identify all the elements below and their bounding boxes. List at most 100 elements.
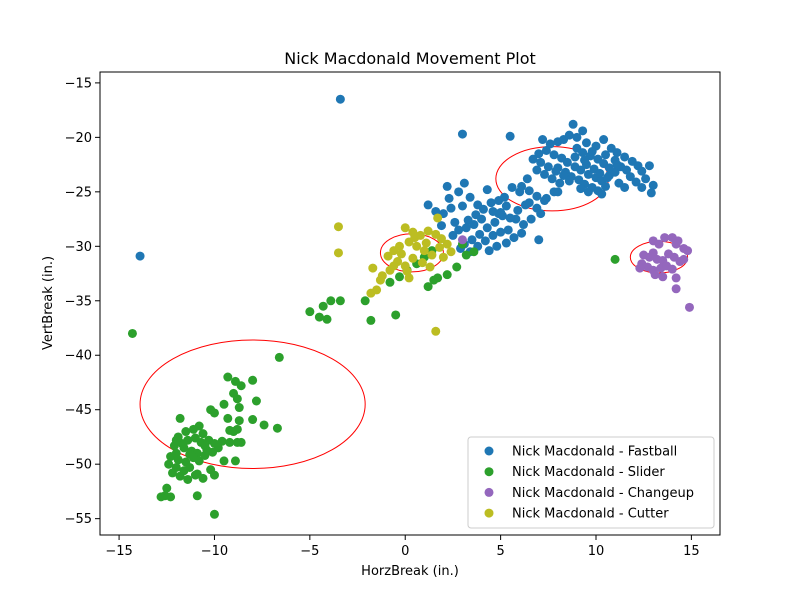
data-point xyxy=(395,272,405,282)
data-point xyxy=(209,509,219,519)
legend-marker xyxy=(484,446,494,456)
data-point xyxy=(469,247,479,257)
data-point xyxy=(499,192,509,202)
data-point xyxy=(660,233,670,243)
data-point xyxy=(581,138,591,148)
data-point xyxy=(610,254,620,264)
data-point xyxy=(171,448,181,458)
data-point xyxy=(377,271,387,281)
data-point xyxy=(524,186,534,196)
data-point xyxy=(457,129,467,139)
data-point xyxy=(671,284,681,294)
data-point xyxy=(389,261,399,271)
legend-label: Nick Macdonald - Changeup xyxy=(512,486,694,501)
data-point xyxy=(209,408,219,418)
data-point xyxy=(461,223,471,233)
data-point xyxy=(442,181,452,191)
data-point xyxy=(318,301,328,311)
data-point xyxy=(436,234,446,244)
data-point xyxy=(587,147,597,157)
data-point xyxy=(175,413,185,423)
data-point xyxy=(435,242,445,252)
legend-items: Nick Macdonald - Fastball Nick Macdonald … xyxy=(484,445,694,522)
data-point xyxy=(612,148,622,158)
data-point xyxy=(442,239,452,249)
data-point xyxy=(251,396,261,406)
data-point xyxy=(555,178,565,188)
data-point xyxy=(135,251,145,261)
series-3 xyxy=(333,213,456,336)
data-point xyxy=(234,403,244,413)
data-point xyxy=(236,437,246,447)
data-point xyxy=(400,223,410,233)
data-point xyxy=(223,372,233,382)
data-point xyxy=(410,233,420,243)
legend-label: Nick Macdonald - Fastball xyxy=(512,445,677,460)
data-point xyxy=(637,166,647,176)
data-point xyxy=(219,456,229,466)
data-point xyxy=(259,420,269,430)
data-point xyxy=(436,221,446,231)
data-point xyxy=(576,165,586,175)
data-point xyxy=(559,170,569,180)
data-point xyxy=(217,436,227,446)
data-point xyxy=(622,165,632,175)
data-point xyxy=(188,424,198,434)
legend-marker xyxy=(484,508,494,518)
data-point xyxy=(167,468,177,478)
y-tick-label: −45 xyxy=(65,403,92,418)
data-point xyxy=(595,168,605,178)
data-point xyxy=(583,187,593,197)
data-point xyxy=(526,214,536,224)
data-point xyxy=(366,315,376,325)
data-point xyxy=(648,248,658,258)
data-point xyxy=(602,173,612,183)
data-point xyxy=(198,429,208,439)
x-axis-label: HorzBreak (in.) xyxy=(361,564,459,579)
legend-label: Nick Macdonald - Slider xyxy=(512,465,665,480)
data-point xyxy=(156,492,166,502)
data-point xyxy=(534,149,544,159)
data-point xyxy=(417,258,427,268)
data-point xyxy=(517,228,527,238)
chart-title: Nick Macdonald Movement Plot xyxy=(284,49,536,68)
legend-marker xyxy=(484,467,494,477)
data-point xyxy=(230,456,240,466)
data-point xyxy=(654,239,664,249)
data-point xyxy=(166,492,176,502)
data-point xyxy=(538,135,548,145)
x-axis-ticks: −15 −10 −5 0 5 10 15 xyxy=(105,535,700,559)
data-point xyxy=(383,251,393,261)
data-point xyxy=(620,152,630,162)
data-point xyxy=(501,238,511,248)
data-point xyxy=(503,225,513,235)
points-layer xyxy=(127,94,694,519)
data-point xyxy=(431,326,441,336)
data-point xyxy=(444,193,454,203)
data-point xyxy=(648,180,658,190)
data-point xyxy=(446,203,456,213)
y-tick-label: −40 xyxy=(65,349,92,364)
data-point xyxy=(505,131,515,141)
data-point xyxy=(549,150,559,160)
data-point xyxy=(539,196,549,206)
data-point xyxy=(490,217,500,227)
data-point xyxy=(522,174,532,184)
data-point xyxy=(543,162,553,172)
series-1 xyxy=(127,239,620,519)
data-point xyxy=(568,119,578,129)
series-2 xyxy=(457,233,694,312)
data-point xyxy=(547,174,557,184)
data-point xyxy=(496,227,506,237)
data-point xyxy=(385,277,395,287)
y-axis-label: VertBreak (in.) xyxy=(41,256,56,350)
data-point xyxy=(360,296,370,306)
data-point xyxy=(248,415,258,425)
data-point xyxy=(515,187,525,197)
data-point xyxy=(333,222,343,232)
data-point xyxy=(457,201,467,211)
data-point xyxy=(601,150,611,160)
data-point xyxy=(480,236,490,246)
cluster-ellipse-0 xyxy=(139,339,366,470)
